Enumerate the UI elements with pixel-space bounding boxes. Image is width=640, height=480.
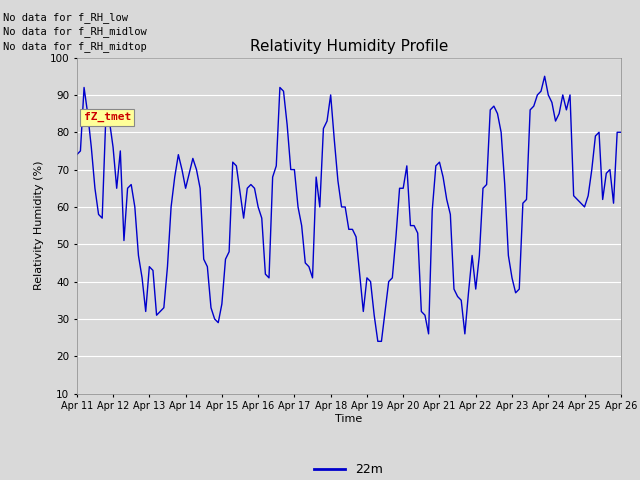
Title: Relativity Humidity Profile: Relativity Humidity Profile: [250, 39, 448, 54]
Text: No data for f_RH_midtop: No data for f_RH_midtop: [3, 41, 147, 52]
Legend: 22m: 22m: [309, 458, 388, 480]
Text: No data for f_RH_low: No data for f_RH_low: [3, 12, 128, 23]
Y-axis label: Relativity Humidity (%): Relativity Humidity (%): [34, 161, 44, 290]
Text: fZ_tmet: fZ_tmet: [84, 112, 131, 122]
X-axis label: Time: Time: [335, 414, 362, 424]
Text: No data for f_RH_midlow: No data for f_RH_midlow: [3, 26, 147, 37]
